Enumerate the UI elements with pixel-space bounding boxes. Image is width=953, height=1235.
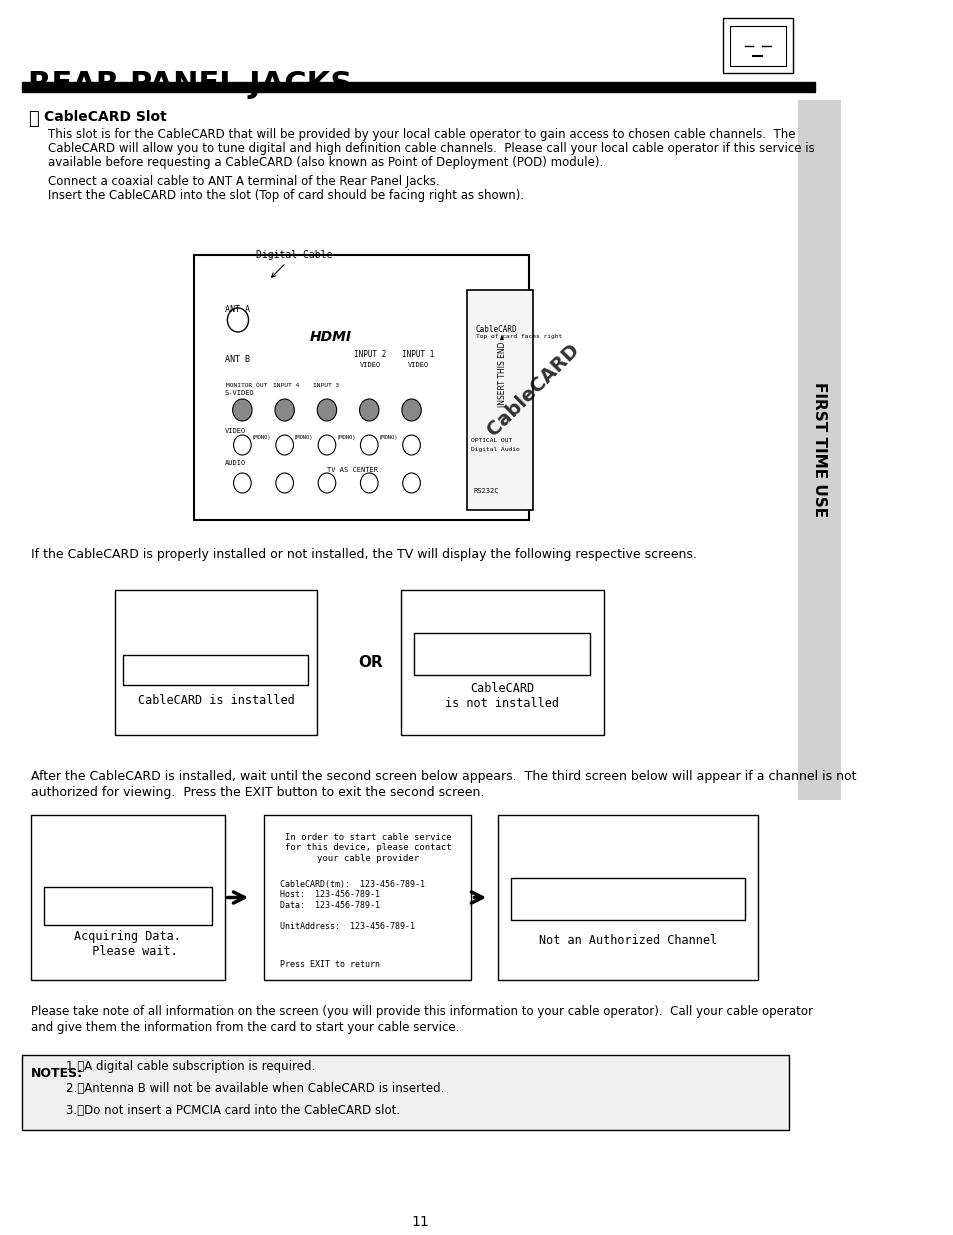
Text: (MONO): (MONO)	[294, 435, 314, 440]
Text: Top of card faces right: Top of card faces right	[476, 333, 561, 338]
Bar	[22, 1055, 788, 1130]
Text: INPUT 1: INPUT 1	[402, 350, 435, 359]
Text: AUDIO: AUDIO	[225, 459, 246, 466]
Circle shape	[359, 399, 378, 421]
Text: VIDEO: VIDEO	[408, 362, 429, 368]
Text: OPTICAL OUT: OPTICAL OUT	[471, 438, 512, 443]
Text: This slot is for the CableCARD that will be provided by your local cable operato: This slot is for the CableCARD that will…	[49, 128, 795, 141]
Circle shape	[317, 399, 336, 421]
Text: Connect a coaxial cable to ANT A terminal of the Rear Panel Jacks.: Connect a coaxial cable to ANT A termina…	[49, 175, 439, 188]
Text: 1.	A digital cable subscription is required.: 1. A digital cable subscription is requi…	[66, 1060, 315, 1073]
Text: VIDEO: VIDEO	[225, 429, 246, 433]
Text: ⒫: ⒫	[29, 110, 39, 128]
Text: S-VIDEO: S-VIDEO	[225, 390, 254, 396]
Text: (MONO): (MONO)	[336, 435, 355, 440]
Text: Not an Authorized Channel: Not an Authorized Channel	[538, 935, 717, 947]
Text: REAR PANEL JACKS: REAR PANEL JACKS	[29, 70, 352, 99]
Text: Acquiring Data.
  Please wait.: Acquiring Data. Please wait.	[74, 930, 181, 958]
Text: CableCARD: CableCARD	[483, 340, 582, 440]
Bar	[30, 815, 225, 981]
Text: (MONO): (MONO)	[378, 435, 398, 440]
Text: HDMI: HDMI	[309, 330, 351, 345]
Bar	[497, 815, 757, 981]
Text: Digital Cable: Digital Cable	[255, 249, 332, 277]
Text: 3.	Do not insert a PCMCIA card into the CableCARD slot.: 3. Do not insert a PCMCIA card into the …	[66, 1104, 400, 1116]
Bar	[414, 634, 590, 676]
Text: VIDEO: VIDEO	[359, 362, 380, 368]
Text: FIRST TIME USE: FIRST TIME USE	[811, 383, 825, 517]
Text: INSERT THIS END ►: INSERT THIS END ►	[497, 333, 506, 406]
Text: ANT A: ANT A	[225, 305, 251, 314]
Text: CableCARD: CableCARD	[476, 325, 517, 333]
Text: available before requesting a CableCARD (also known as Point of Deployment (POD): available before requesting a CableCARD …	[49, 156, 603, 169]
Bar	[400, 590, 603, 735]
Text: CableCARD Slot: CableCARD Slot	[44, 110, 167, 124]
Bar	[44, 887, 212, 925]
Text: NOTES:: NOTES:	[30, 1067, 83, 1079]
Bar	[22, 82, 814, 91]
Text: Digital Audio: Digital Audio	[471, 447, 519, 452]
Text: ANT B: ANT B	[225, 354, 251, 364]
Text: INPUT 3: INPUT 3	[313, 383, 339, 388]
Text: TV AS CENTER: TV AS CENTER	[327, 467, 377, 473]
Text: CableCARD(tm):  123-456-789-1
Host:  123-456-789-1
Data:  123-456-789-1

UnitAdd: CableCARD(tm): 123-456-789-1 Host: 123-4…	[280, 881, 425, 931]
Text: Insert the CableCARD into the slot (Top of card should be facing right as shown): Insert the CableCARD into the slot (Top …	[49, 189, 524, 203]
Bar	[264, 815, 471, 981]
Text: INPUT 4: INPUT 4	[273, 383, 299, 388]
Bar	[511, 878, 744, 920]
Bar	[114, 590, 317, 735]
Text: RS232C: RS232C	[473, 488, 498, 494]
Text: CableCARD will allow you to tune digital and high definition cable channels.  Pl: CableCARD will allow you to tune digital…	[49, 142, 815, 156]
Text: INPUT 2: INPUT 2	[354, 350, 386, 359]
Text: authorized for viewing.  Press the EXIT button to exit the second screen.: authorized for viewing. Press the EXIT b…	[30, 785, 484, 799]
Text: CableCARD is installed: CableCARD is installed	[137, 694, 294, 706]
Circle shape	[233, 399, 252, 421]
Text: OR: OR	[357, 655, 382, 671]
Text: In order to start cable service
for this device, please contact
your cable provi: In order to start cable service for this…	[284, 832, 451, 863]
Text: Please take note of all information on the screen (you will provide this informa: Please take note of all information on t…	[30, 1005, 812, 1018]
Bar	[123, 655, 308, 685]
Text: 11: 11	[411, 1215, 429, 1229]
Bar	[193, 254, 528, 520]
Circle shape	[274, 399, 294, 421]
Text: CableCARD
is not installed: CableCARD is not installed	[445, 682, 558, 710]
Bar	[797, 100, 840, 800]
Bar	[467, 290, 533, 510]
Text: After the CableCARD is installed, wait until the second screen below appears.  T: After the CableCARD is installed, wait u…	[30, 769, 856, 783]
Text: and give them the information from the card to start your cable service.: and give them the information from the c…	[30, 1021, 458, 1034]
Text: If the CableCARD is properly installed or not installed, the TV will display the: If the CableCARD is properly installed o…	[30, 548, 696, 561]
Text: 2.	Antenna B will not be available when CableCARD is inserted.: 2. Antenna B will not be available when …	[66, 1082, 444, 1095]
Text: (MONO): (MONO)	[252, 435, 272, 440]
Text: MONITOR OUT: MONITOR OUT	[226, 383, 267, 388]
Text: Press EXIT to return: Press EXIT to return	[280, 960, 380, 969]
Circle shape	[401, 399, 421, 421]
